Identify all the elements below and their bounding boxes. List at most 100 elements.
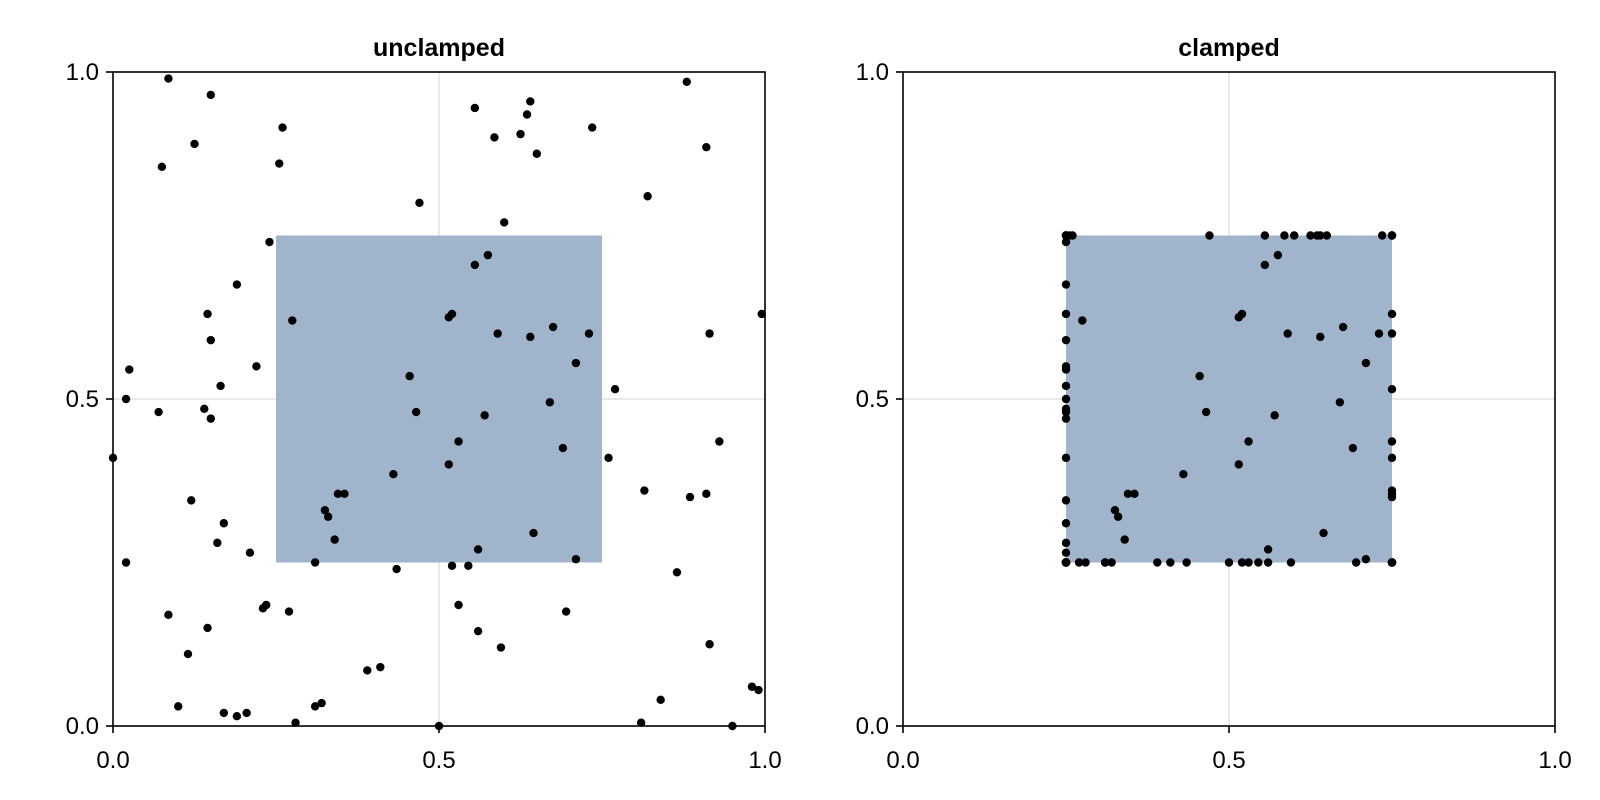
scatter-point (1387, 558, 1397, 567)
scatter-point (571, 358, 581, 368)
scatter-point (275, 159, 284, 168)
scatter-point (1061, 237, 1071, 247)
y-tick-label: 1.0 (66, 59, 99, 86)
scatter-point (1179, 470, 1188, 479)
scatter-point (203, 623, 212, 633)
scatter-point (1123, 489, 1133, 499)
x-tick-label: 0.0 (886, 747, 919, 774)
scatter-point (757, 309, 766, 319)
scatter-point (1061, 381, 1071, 391)
scatter-point (157, 162, 167, 172)
x-tick-label: 0.0 (96, 747, 129, 774)
scatter-point (522, 110, 532, 119)
scatter-point (1182, 558, 1191, 567)
scatter-point (473, 545, 483, 554)
scatter-point (333, 489, 343, 499)
scatter-point (588, 123, 597, 132)
scatter-point (640, 486, 649, 495)
scatter-point (232, 280, 242, 289)
scatter-point (1068, 231, 1077, 240)
scatter-point (1283, 329, 1292, 338)
scatter-point (702, 143, 711, 152)
scatter-point (558, 443, 568, 453)
scatter-point (1273, 250, 1283, 260)
scatter-point (411, 407, 421, 417)
scatter-point (203, 309, 212, 319)
scatter-point (1374, 329, 1384, 338)
scatter-point (1201, 407, 1211, 417)
scatter-point (1078, 316, 1087, 325)
scatter-point (265, 237, 274, 247)
scatter-point (1322, 231, 1332, 240)
scatter-point (1110, 505, 1120, 515)
scatter-point (1081, 558, 1090, 567)
scatter-point (174, 702, 183, 711)
scatter-point (1263, 558, 1273, 567)
scatter-point (245, 548, 255, 557)
scatter-point (1280, 231, 1289, 240)
scatter-point (1100, 558, 1110, 567)
scatter-point (213, 538, 222, 548)
scatter-point (454, 437, 463, 446)
scatter-point (1061, 558, 1071, 567)
scatter-point (447, 561, 457, 570)
scatter-point (685, 492, 695, 502)
scatter-point (1338, 322, 1348, 332)
y-tick-label: 0.0 (856, 713, 889, 740)
scatter-point (125, 365, 134, 374)
scatter-point (532, 149, 541, 158)
scatter-point (389, 470, 398, 479)
scatter-point (206, 414, 215, 423)
scatter-point (1130, 489, 1139, 499)
scatter-point (682, 77, 691, 87)
x-tick-label: 1.0 (1538, 747, 1571, 774)
scatter-point (1061, 309, 1071, 319)
scatter-point (561, 607, 571, 616)
scatter-point (415, 198, 424, 207)
scatter-point (121, 558, 131, 567)
scatter-point (1263, 545, 1273, 554)
scatter-point (1061, 414, 1071, 423)
y-tick-label: 0.0 (66, 713, 99, 740)
scatter-point (656, 695, 665, 705)
scatter-point (1348, 443, 1358, 453)
scatter-point (636, 718, 646, 727)
scatter-point (219, 708, 229, 718)
scatter-point (183, 649, 193, 659)
scatter-point (1306, 231, 1315, 240)
x-tick-label: 0.5 (1212, 747, 1245, 774)
scatter-point (1237, 558, 1247, 567)
scatter-point (1316, 231, 1325, 240)
scatter-point (1061, 362, 1071, 371)
scatter-point (490, 133, 499, 142)
scatter-point (376, 662, 385, 672)
scatter-point (1361, 555, 1371, 564)
scatter-point (206, 335, 215, 345)
scatter-point (464, 561, 473, 570)
scatter-point (1205, 231, 1214, 240)
scatter-point (1270, 411, 1279, 420)
scatter-point (310, 702, 320, 711)
scatter-point (747, 682, 757, 691)
chart-title: unclamped (373, 34, 505, 62)
scatter-point (242, 708, 251, 718)
scatter-point (500, 218, 509, 227)
scatter-panel-clamped: 0.0 0.5 1.0 0.0 0.5 1.0 clamped (856, 34, 1572, 774)
scatter-point (1319, 528, 1328, 538)
scatter-point (310, 558, 320, 567)
scatter-point (1120, 535, 1129, 544)
scatter-point (1061, 548, 1071, 557)
scatter-point (1254, 558, 1263, 567)
scatter-point (252, 362, 261, 371)
scatter-point (232, 711, 242, 721)
scatter-point (610, 384, 620, 394)
scatter-point (516, 129, 525, 139)
scatter-point (1316, 332, 1325, 342)
x-tick-label: 1.0 (748, 747, 781, 774)
scatter-point (1260, 231, 1270, 240)
scatter-point (1153, 558, 1162, 567)
scatter-point (206, 90, 215, 100)
scatter-point (363, 666, 372, 675)
chart-title: clamped (1178, 34, 1279, 62)
